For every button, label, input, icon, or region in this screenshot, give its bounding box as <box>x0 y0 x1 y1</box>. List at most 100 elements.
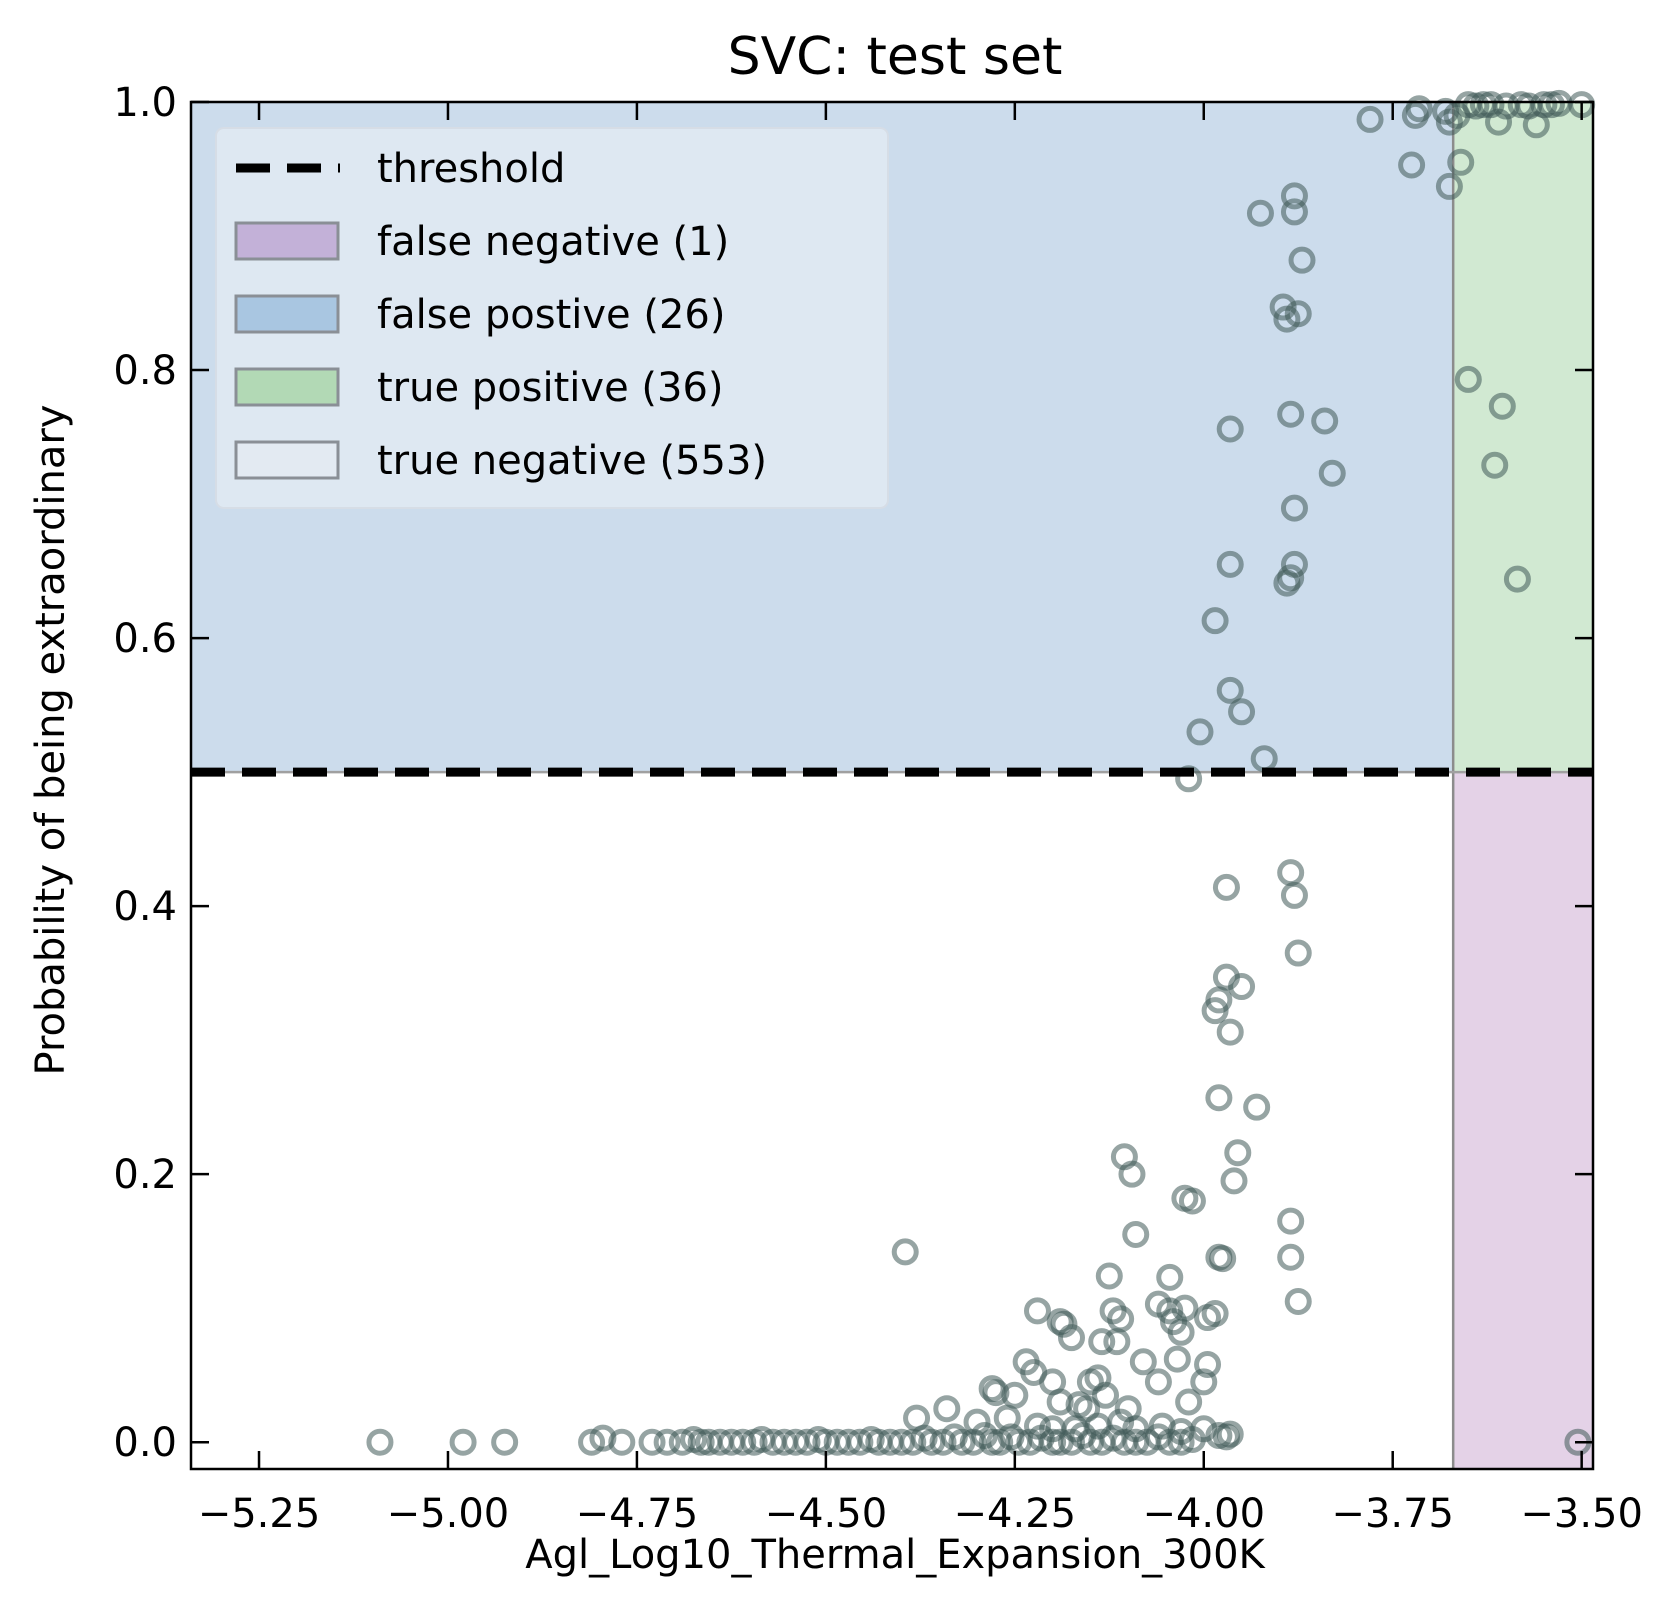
data-point-68 <box>1209 1245 1237 1273</box>
data-point-53 <box>1228 973 1256 1001</box>
data-point-45 <box>1186 718 1214 746</box>
data-point-70 <box>891 1238 919 1266</box>
data-point-72 <box>1156 1263 1184 1291</box>
data-point-19 <box>1398 151 1426 179</box>
data-point-64 <box>1178 1187 1206 1215</box>
data-point-0 <box>1356 105 1384 133</box>
legend-box <box>215 127 889 509</box>
data-point-66 <box>1122 1220 1150 1248</box>
data-point-73 <box>1284 1287 1312 1315</box>
data-point-85 <box>1050 1310 1078 1338</box>
data-point-91 <box>1194 1350 1222 1378</box>
axes-frame <box>189 100 1595 1471</box>
legend-label: true positive (36) <box>377 365 724 411</box>
data-point-36 <box>1280 494 1308 522</box>
data-point-105 <box>1092 1381 1120 1409</box>
data-point-90 <box>1163 1345 1191 1373</box>
data-point-124 <box>366 1428 394 1456</box>
data-point-41 <box>1503 565 1531 593</box>
data-point-43 <box>1216 676 1244 704</box>
data-point-123 <box>1216 1420 1244 1448</box>
x-tick-label: −5.00 <box>387 1491 510 1537</box>
y-axis-label: Probability of being extraordinary <box>28 405 74 1076</box>
data-point-82 <box>1167 1318 1195 1346</box>
data-point-50 <box>1280 881 1308 909</box>
data-point-32 <box>1311 407 1339 435</box>
data-point-87 <box>1088 1328 1116 1356</box>
data-point-22 <box>1246 199 1274 227</box>
data-point-21 <box>1435 172 1463 200</box>
data-point-132 <box>668 1428 696 1456</box>
data-point-144 <box>793 1428 821 1456</box>
data-point-100 <box>982 1379 1010 1407</box>
legend-swatch <box>234 367 340 407</box>
region-false-negative <box>1453 772 1593 1469</box>
x-tick-label: −3.75 <box>1331 1491 1454 1537</box>
data-point-48 <box>1277 859 1305 887</box>
data-point-126 <box>491 1428 519 1456</box>
data-point-65 <box>1277 1207 1305 1235</box>
data-point-2 <box>1405 95 1433 123</box>
y-tick-label: 0.2 <box>113 1152 177 1198</box>
data-point-83 <box>1023 1297 1051 1325</box>
y-tick-label: 0.4 <box>113 884 177 930</box>
data-point-26 <box>1269 293 1297 321</box>
data-point-58 <box>1243 1093 1271 1121</box>
data-point-98 <box>1190 1368 1218 1396</box>
data-point-55 <box>1201 997 1229 1025</box>
data-point-57 <box>1205 1084 1233 1112</box>
data-point-34 <box>1481 451 1509 479</box>
x-tick-label: −4.75 <box>576 1491 699 1537</box>
data-point-138 <box>729 1428 757 1456</box>
y-tick-label: 0.0 <box>113 1420 177 1466</box>
x-axis-label: Agl_Log10_Thermal_Expansion_300K <box>525 1532 1266 1578</box>
legend: threshold false negative (1) false postive… <box>215 127 889 509</box>
x-tick-label: −4.00 <box>1142 1491 1265 1537</box>
data-point-180 <box>1167 1428 1195 1456</box>
y-tick-label: 1.0 <box>113 80 177 126</box>
data-point-62 <box>1220 1167 1248 1195</box>
data-point-86 <box>1058 1324 1086 1352</box>
data-point-23 <box>1280 182 1308 210</box>
data-point-101 <box>1001 1381 1029 1409</box>
x-tick-label: −4.50 <box>765 1491 888 1537</box>
data-point-40 <box>1273 569 1301 597</box>
data-point-80 <box>1194 1304 1222 1332</box>
data-point-24 <box>1280 198 1308 226</box>
data-point-30 <box>1488 392 1516 420</box>
data-point-28 <box>1284 300 1312 328</box>
data-point-42 <box>1201 607 1229 635</box>
data-point-107 <box>1175 1388 1203 1416</box>
data-point-20 <box>1447 148 1475 176</box>
data-point-61 <box>1118 1160 1146 1188</box>
x-tick-label: −5.25 <box>198 1491 321 1537</box>
legend-swatch <box>234 440 340 480</box>
region-true-positive <box>1453 102 1593 773</box>
legend-label: false postive (26) <box>377 292 725 338</box>
legend-label: threshold <box>377 146 565 192</box>
data-point-35 <box>1318 459 1346 487</box>
data-point-49 <box>1212 873 1240 901</box>
legend-swatch <box>234 294 340 334</box>
legend-label: true negative (553) <box>377 438 767 484</box>
data-point-29 <box>1454 365 1482 393</box>
chart-title: SVC: test set <box>728 27 1063 87</box>
data-point-44 <box>1228 698 1256 726</box>
x-tick-label: −4.25 <box>954 1491 1077 1537</box>
data-point-125 <box>449 1428 477 1456</box>
data-point-31 <box>1277 400 1305 428</box>
data-point-37 <box>1216 550 1244 578</box>
data-point-97 <box>1144 1368 1172 1396</box>
plot-area: −5.25 −5.00 −4.75 −4.50 −4.25 −4.00 −3.75 −3.50… <box>113 80 1643 1537</box>
data-point-51 <box>1284 939 1312 967</box>
data-point-89 <box>1129 1348 1157 1376</box>
data-point-131 <box>653 1428 681 1456</box>
data-point-102 <box>1046 1388 1074 1416</box>
y-tick-label: 0.6 <box>113 616 177 662</box>
data-point-71 <box>1095 1262 1123 1290</box>
data-point-129 <box>608 1428 636 1456</box>
data-point-69 <box>1277 1243 1305 1271</box>
data-point-181 <box>1178 1426 1206 1454</box>
data-point-25 <box>1288 246 1316 274</box>
